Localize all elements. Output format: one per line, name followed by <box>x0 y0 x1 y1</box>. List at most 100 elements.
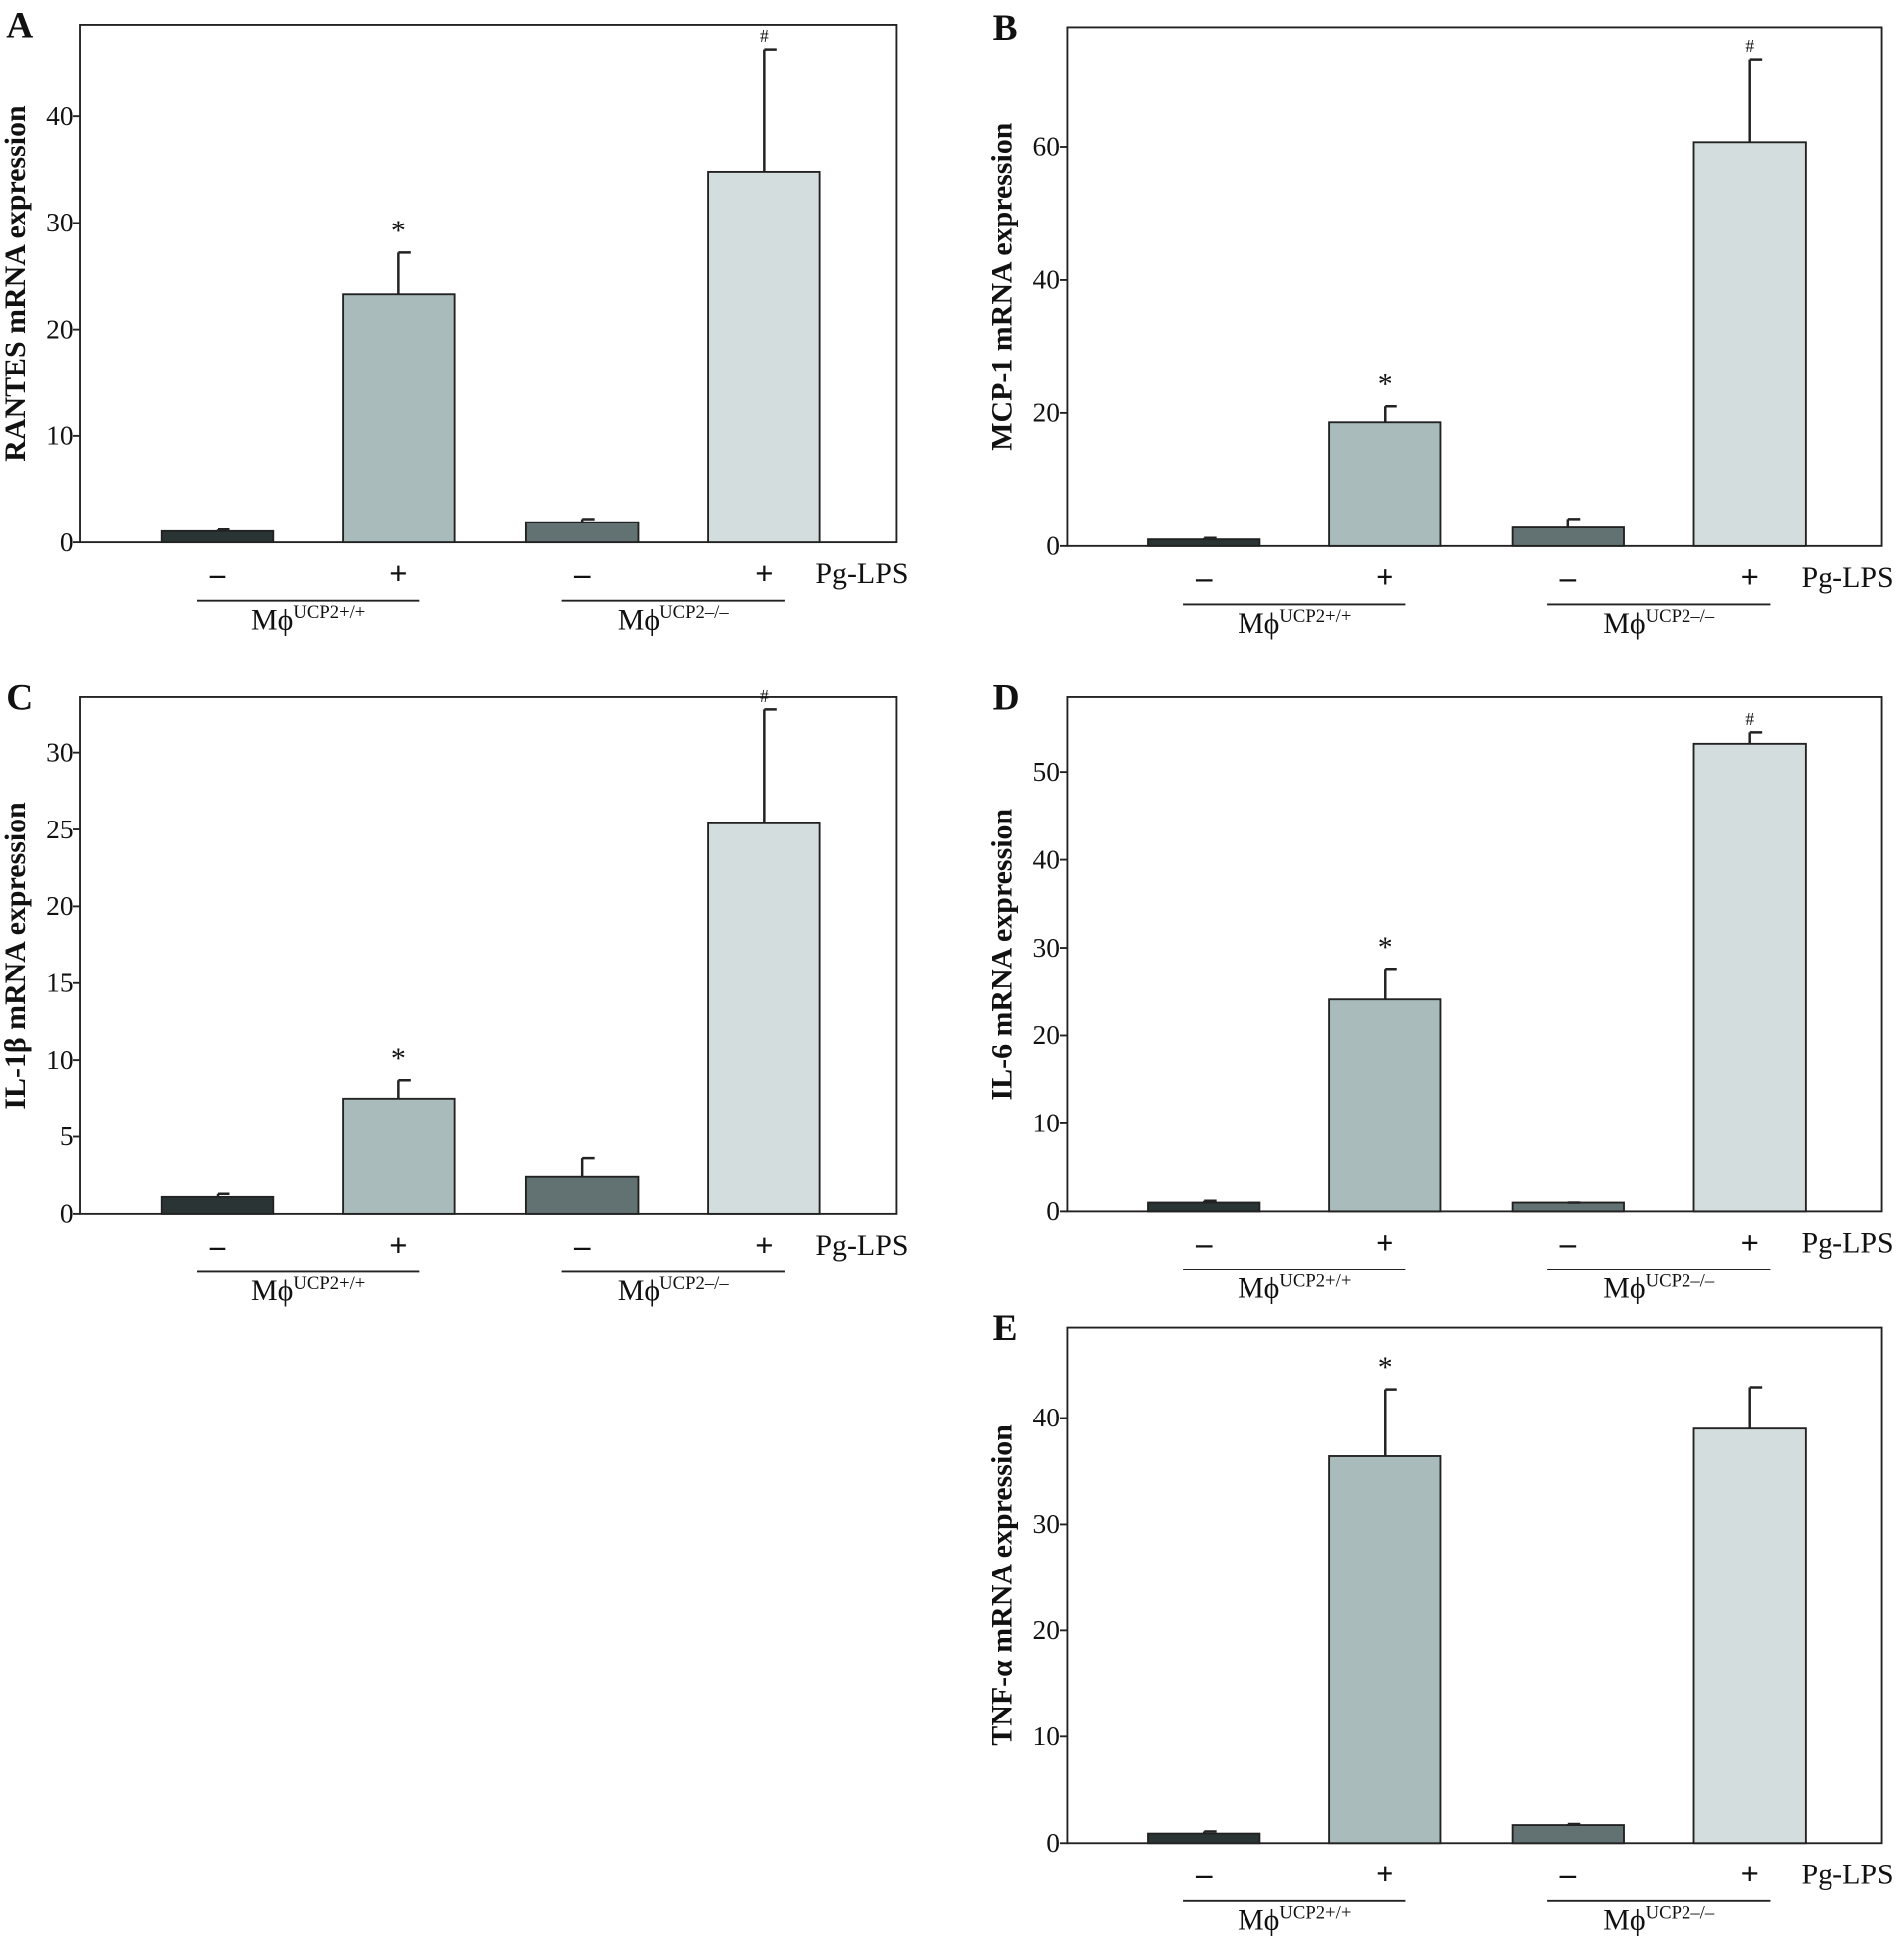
group-genotype: UCP2+/+ <box>293 602 365 623</box>
y-tick-label: 40 <box>1033 844 1060 874</box>
x-tick-label: + <box>1740 1858 1758 1893</box>
error-bar <box>1202 1199 1217 1203</box>
group-genotype: UCP2+/+ <box>1279 606 1351 627</box>
y-tick-label: 40 <box>46 101 73 131</box>
bar <box>1511 526 1625 547</box>
error-bar <box>1384 1388 1397 1456</box>
bar <box>160 1195 275 1215</box>
bar <box>160 529 275 544</box>
y-tick-label: 40 <box>1033 265 1060 295</box>
error-bar <box>1566 518 1581 528</box>
y-tick-label: 0 <box>1046 531 1060 561</box>
significance-mark: * <box>1378 1351 1392 1384</box>
y-tick-label: 30 <box>46 737 73 767</box>
plot-frame <box>79 24 898 544</box>
x-tick-label: – <box>573 1228 591 1264</box>
x-axis-label: Pg-LPS <box>815 557 908 590</box>
x-tick-label: – <box>573 556 591 592</box>
bar <box>1328 1455 1442 1845</box>
x-tick-label: – <box>1559 1858 1577 1893</box>
error-bar <box>763 48 777 172</box>
y-axis-label: RANTES mRNA expression <box>0 105 32 462</box>
plot-frame <box>1066 1326 1883 1845</box>
y-tick-label: 15 <box>46 968 73 997</box>
group-label: MϕUCP2+/+ <box>1238 606 1351 640</box>
bar <box>1147 538 1261 547</box>
y-tick-label: 10 <box>1033 1721 1060 1751</box>
error-bar <box>580 518 595 523</box>
x-tick-label: + <box>755 556 773 592</box>
group-label: MϕUCP2–/– <box>618 1273 730 1307</box>
y-tick-label: 30 <box>1033 1509 1060 1539</box>
group-label: MϕUCP2–/– <box>618 602 730 636</box>
group-label: MϕUCP2+/+ <box>1238 1270 1351 1304</box>
significance-mark: # <box>760 26 769 46</box>
group-name: Mϕ <box>251 603 293 636</box>
group-name: Mϕ <box>618 1274 659 1307</box>
x-tick-label: + <box>1376 1226 1393 1262</box>
error-bar <box>580 1156 595 1177</box>
x-tick-label: + <box>1376 1858 1393 1893</box>
panel-label: E <box>993 1308 1018 1349</box>
y-tick-label: 0 <box>60 527 73 557</box>
group-genotype: UCP2+/+ <box>293 1273 365 1294</box>
y-tick-label: 0 <box>60 1199 73 1229</box>
significance-mark: * <box>391 1042 406 1075</box>
y-tick-label: 20 <box>1033 1020 1060 1050</box>
group-name: Mϕ <box>251 1274 293 1307</box>
x-axis-label: Pg-LPS <box>815 1229 908 1262</box>
error-bar <box>1384 968 1397 1000</box>
x-tick-label: + <box>755 1228 773 1264</box>
y-axis-label: IL-6 mRNA expression <box>985 809 1018 1101</box>
bar <box>1692 141 1807 547</box>
error-bar <box>1748 1386 1763 1429</box>
bar <box>524 1175 640 1215</box>
bar <box>342 1097 456 1215</box>
bar <box>707 822 821 1215</box>
group-name: Mϕ <box>1603 1272 1645 1305</box>
bar <box>1692 742 1807 1213</box>
group-label: MϕUCP2–/– <box>1603 606 1715 640</box>
x-tick-label: – <box>209 1228 226 1264</box>
error-bar <box>1566 1822 1581 1826</box>
x-tick-label: + <box>389 556 407 592</box>
group-genotype: UCP2–/– <box>1646 1902 1715 1923</box>
x-tick-label: + <box>1376 560 1393 596</box>
bar <box>1328 421 1442 547</box>
significance-mark: * <box>1378 369 1392 401</box>
bar <box>1692 1427 1807 1845</box>
group-genotype: UCP2–/– <box>1646 1270 1715 1291</box>
plot-frame <box>1066 26 1883 547</box>
group-genotype: UCP2+/+ <box>1279 1270 1351 1291</box>
group-genotype: UCP2+/+ <box>1279 1902 1351 1923</box>
error-bar <box>1384 404 1397 423</box>
x-axis-label: Pg-LPS <box>1802 1227 1894 1260</box>
group-name: Mϕ <box>1238 1904 1279 1937</box>
x-tick-label: – <box>1195 1858 1213 1893</box>
panel-label: B <box>993 8 1018 49</box>
x-tick-label: + <box>389 1228 407 1264</box>
bar <box>342 293 456 544</box>
significance-mark: # <box>1745 36 1754 56</box>
group-name: Mϕ <box>618 603 659 636</box>
bar <box>1511 1824 1625 1845</box>
group-label: MϕUCP2+/+ <box>251 1273 365 1307</box>
group-label: MϕUCP2+/+ <box>1238 1902 1351 1936</box>
y-tick-label: 60 <box>1033 132 1060 162</box>
x-tick-label: – <box>1195 1226 1213 1262</box>
error-bar <box>397 251 411 295</box>
significance-mark: # <box>760 686 769 706</box>
error-bar <box>397 1079 411 1099</box>
y-tick-label: 0 <box>1046 1828 1060 1858</box>
y-tick-label: 10 <box>1033 1109 1060 1138</box>
x-tick-label: – <box>1195 560 1213 596</box>
error-bar <box>763 708 777 823</box>
group-label: MϕUCP2–/– <box>1603 1902 1715 1936</box>
y-axis-label: MCP-1 mRNA expression <box>985 122 1018 450</box>
y-tick-label: 10 <box>46 1045 73 1075</box>
y-tick-label: 30 <box>1033 933 1060 963</box>
group-name: Mϕ <box>1603 607 1645 640</box>
bar <box>1328 998 1442 1213</box>
